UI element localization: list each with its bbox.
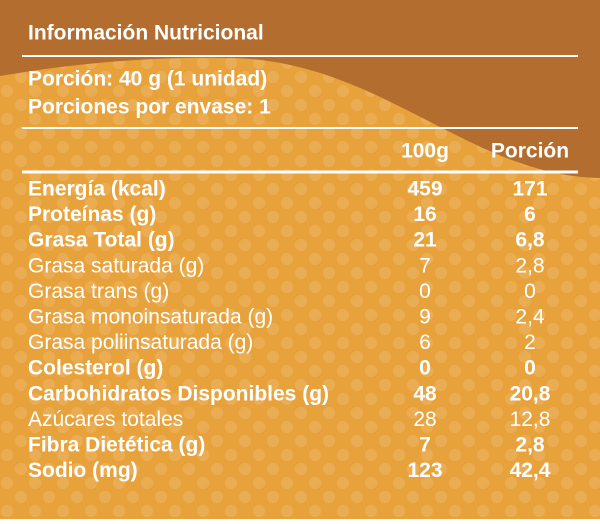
nutrient-value: 48 [413, 382, 437, 405]
nutrient-name: Carbohidratos Disponibles (g) [28, 382, 329, 405]
nutrient-name: Fibra Dietética (g) [28, 434, 205, 457]
nutrient-value: 2,8 [515, 434, 545, 457]
nutrient-value: 6 [524, 203, 536, 226]
nutrient-name: Energía (kcal) [28, 178, 166, 201]
nutrient-value: 7 [419, 434, 431, 457]
nutrient-value: 6,8 [515, 229, 545, 252]
nutrient-value: 459 [407, 178, 442, 201]
nutrient-name: Grasa saturada (g) [28, 254, 204, 277]
column-header: 100g [401, 140, 449, 163]
nutrient-value: 2,8 [515, 254, 544, 277]
nutrient-value: 16 [413, 203, 436, 226]
nutrient-value: 2 [524, 331, 536, 354]
nutrient-value: 21 [413, 229, 437, 252]
nutrient-value: 0 [524, 357, 536, 380]
nutrient-value: 6 [419, 331, 431, 354]
nutrient-value: 7 [419, 254, 431, 277]
nutrient-name: Sodio (mg) [28, 459, 138, 482]
nutrient-value: 0 [419, 280, 431, 303]
nutrient-value: 9 [419, 306, 431, 329]
portion: Porción: 40 g (1 unidad) [28, 68, 267, 91]
nutrient-name: Grasa monoinsaturada (g) [28, 306, 273, 329]
nutrient-value: 2,4 [515, 306, 545, 329]
nutrient-value: 20,8 [510, 382, 551, 405]
column-header: Porción [491, 140, 569, 163]
nutrient-name: Proteínas (g) [28, 203, 156, 226]
nutrient-value: 0 [524, 280, 536, 303]
nutrient-value: 12,8 [510, 408, 551, 431]
top-band [0, 0, 600, 178]
nutrient-value: 42,4 [510, 459, 551, 482]
nutrient-name: Grasa poliinsaturada (g) [28, 331, 253, 354]
nutrient-value: 171 [512, 178, 547, 201]
nutrient-value: 123 [407, 459, 442, 482]
nutrient-value: 28 [413, 408, 436, 431]
nutrient-value: 0 [419, 357, 431, 380]
nutrient-name: Grasa trans (g) [28, 280, 169, 303]
nutrient-name: Colesterol (g) [28, 357, 163, 380]
nutrient-name: Grasa Total (g) [28, 229, 175, 252]
servings: Porciones por envase: 1 [28, 96, 271, 119]
title: Información Nutricional [28, 22, 264, 45]
nutrient-name: Azúcares totales [28, 408, 183, 431]
